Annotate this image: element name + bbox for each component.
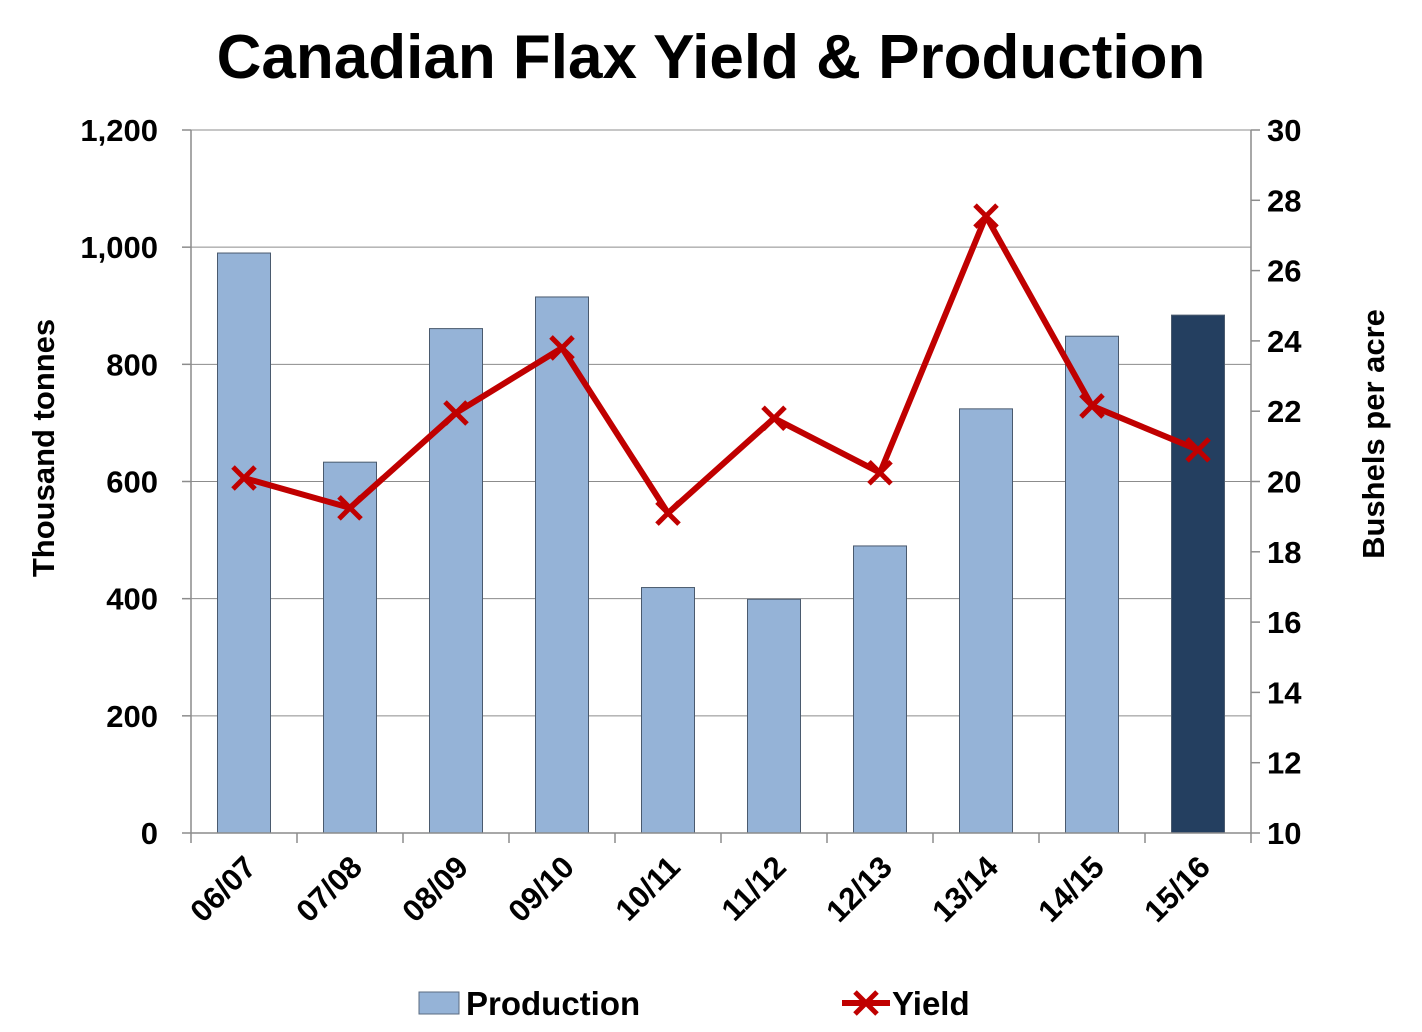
yield-point-13-14 <box>973 203 999 229</box>
right-tick-label: 12 <box>1267 746 1301 781</box>
right-tick-label: 14 <box>1267 675 1302 710</box>
left-tick-label: 1,000 <box>80 230 158 265</box>
legend-yield-marker <box>853 990 879 1016</box>
yield-point-09-10 <box>549 335 575 361</box>
yield-marker-stroke <box>549 335 575 361</box>
yield-marker-stroke <box>443 400 469 426</box>
legend: Production Yield <box>418 985 970 1022</box>
x-tick-label: 10/11 <box>609 849 687 927</box>
production-bar-10-11 <box>641 587 695 834</box>
x-tick-label: 13/14 <box>925 849 1005 929</box>
yield-line <box>231 203 1211 526</box>
x-tick-label: 07/08 <box>289 849 369 929</box>
yield-marker-stroke <box>1079 393 1105 419</box>
yield-polyline <box>243 213 1200 517</box>
yield-point-07-08 <box>337 495 363 521</box>
legend-production-label: Production <box>466 985 640 1022</box>
production-bars <box>217 252 1225 834</box>
left-tick-label: 1,200 <box>80 113 158 148</box>
x-tick-label: 09/10 <box>501 849 581 929</box>
yield-point-12-13 <box>867 459 893 486</box>
right-tick-label: 20 <box>1267 465 1301 500</box>
right-tick-label: 18 <box>1267 535 1301 570</box>
right-axis-ticks: 10 12 14 16 18 20 22 24 26 28 30 <box>1251 113 1302 851</box>
production-bar-09-10 <box>535 296 589 834</box>
production-bar-06-07 <box>217 252 271 834</box>
yield-point-08-09 <box>443 400 469 426</box>
right-tick-label: 28 <box>1267 183 1301 218</box>
yield-marker-stroke <box>1185 437 1211 463</box>
left-axis-title: Thousand tonnes <box>26 319 61 577</box>
yield-marker-stroke <box>973 203 999 229</box>
x-tick-label: 15/16 <box>1137 849 1217 929</box>
right-axis-title: Bushels per acre <box>1356 309 1391 559</box>
left-tick-label: 600 <box>106 465 158 500</box>
legend-production-swatch <box>418 991 460 1015</box>
right-tick-label: 10 <box>1267 816 1301 851</box>
x-tick-label: 14/15 <box>1031 849 1111 929</box>
production-bar-12-13 <box>853 545 907 834</box>
legend-yield-label: Yield <box>892 985 970 1022</box>
right-tick-label: 24 <box>1267 324 1302 359</box>
production-bar-15-16 <box>1171 314 1225 834</box>
yield-marker-stroke <box>761 405 787 431</box>
production-bar-14-15 <box>1065 335 1119 834</box>
yield-point-10-11 <box>655 500 681 526</box>
x-tick-label: 12/13 <box>819 849 899 929</box>
yield-point-14-15 <box>1079 393 1105 419</box>
right-tick-label: 16 <box>1267 605 1301 640</box>
right-tick-label: 22 <box>1267 394 1301 429</box>
left-tick-label: 800 <box>106 347 158 382</box>
yield-marker-stroke <box>655 500 681 526</box>
production-bar-07-08 <box>323 461 377 834</box>
chart-title: Canadian Flax Yield & Production <box>217 23 1206 92</box>
yield-marker-stroke <box>337 495 363 521</box>
production-bar-13-14 <box>959 408 1013 834</box>
yield-point-06-07 <box>231 465 257 491</box>
left-axis-ticks: 0 200 400 600 800 1,000 1,200 <box>80 113 191 851</box>
x-tick-label: 06/07 <box>183 849 263 929</box>
right-tick-label: 30 <box>1267 113 1301 148</box>
x-tick-label: 11/12 <box>715 849 793 927</box>
left-tick-label: 0 <box>141 816 158 851</box>
x-tick-label: 08/09 <box>395 849 475 929</box>
yield-marker-stroke <box>867 459 893 486</box>
right-tick-label: 26 <box>1267 254 1301 289</box>
production-bar-11-12 <box>747 598 801 834</box>
left-tick-label: 400 <box>106 582 158 617</box>
yield-point-11-12 <box>761 405 787 431</box>
yield-point-15-16 <box>1185 437 1211 463</box>
left-tick-label: 200 <box>106 699 158 734</box>
yield-marker-stroke <box>231 465 257 491</box>
x-axis-ticks: 06/07 07/08 08/09 09/10 10/11 11/12 12/13 13/14… <box>183 833 1252 929</box>
